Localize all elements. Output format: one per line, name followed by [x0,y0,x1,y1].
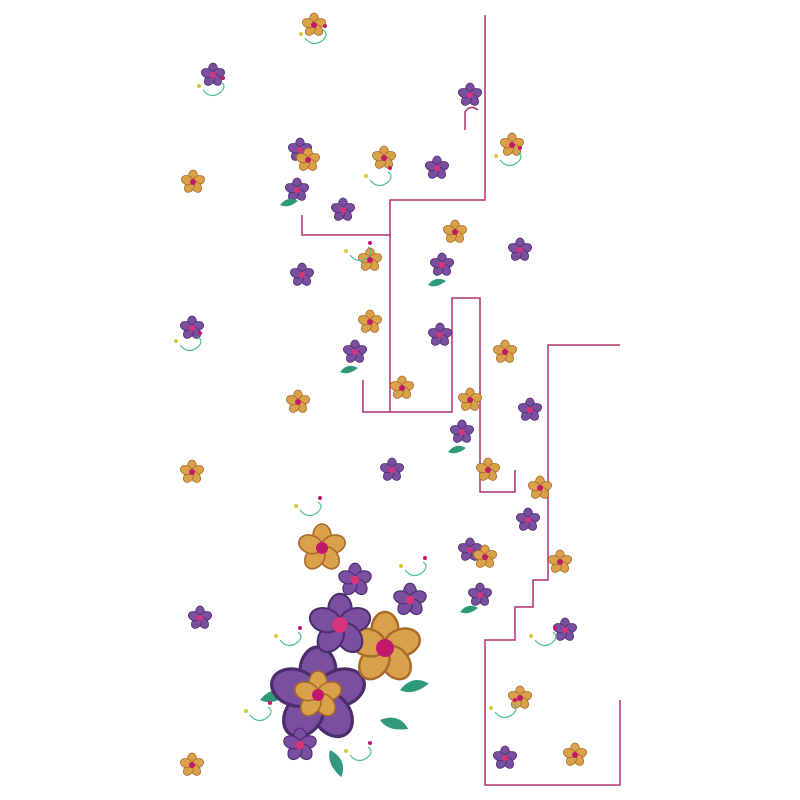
flower [179,169,207,195]
flower [391,582,429,618]
flower [474,457,502,483]
leaf [280,198,298,207]
flower [378,457,406,483]
flower [514,507,542,533]
flower [466,582,494,608]
flower [516,397,544,423]
flower [199,62,227,88]
flower [178,752,206,778]
flower [561,742,589,768]
curl [273,625,303,647]
leaf [327,748,345,779]
flower [491,745,519,771]
flower [288,262,316,288]
flower [178,459,206,485]
flower [448,419,476,445]
flower [178,315,206,341]
curl [363,165,393,187]
curl [243,700,273,722]
flower [329,197,357,223]
flower [388,375,416,401]
leaf [378,711,410,737]
flower [426,322,454,348]
leaf [460,605,478,614]
flower [186,605,214,631]
flower [428,252,456,278]
leaf [400,680,429,693]
flower [498,132,526,158]
curl [343,740,373,762]
flower [370,145,398,171]
flower [336,562,374,598]
curl [293,495,323,517]
flower [295,523,349,574]
outline-path [301,15,621,786]
flower [546,549,574,575]
flower [506,237,534,263]
flower [284,389,312,415]
flower [526,475,554,501]
leaf [448,445,466,454]
flower [441,219,469,245]
flower [300,12,328,38]
leaf [428,278,446,287]
flower [491,339,519,365]
flower [283,177,311,203]
leaf [340,365,358,374]
flower [506,685,534,711]
flower [341,339,369,365]
curl [398,555,428,577]
flower [356,309,384,335]
flower [423,155,451,181]
large-bouquet [243,495,429,779]
flower [456,387,484,413]
curl [528,625,558,647]
flower [456,82,484,108]
